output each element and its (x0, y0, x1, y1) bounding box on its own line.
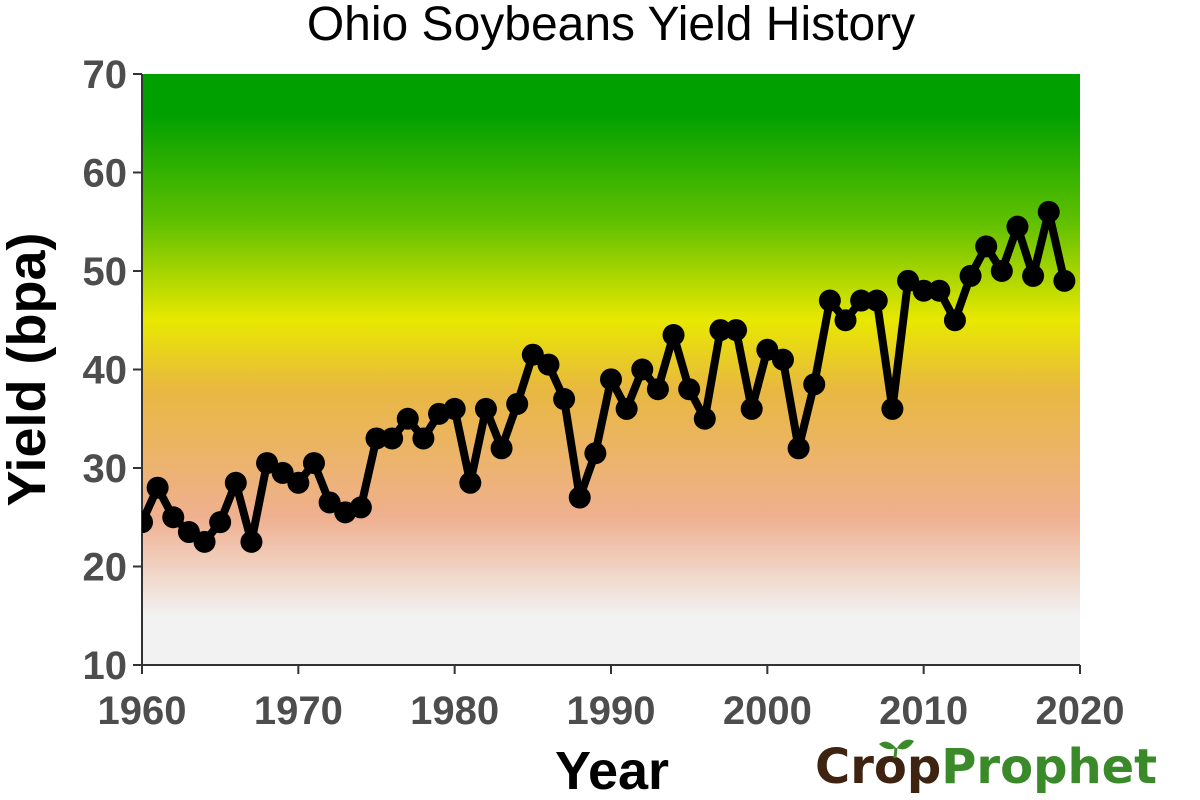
data-point (193, 530, 216, 553)
data-point (1006, 215, 1029, 238)
x-tick-label: 1960 (98, 689, 187, 733)
data-point (209, 511, 232, 534)
data-point (897, 269, 920, 292)
logo-text-prophet: Prophet (941, 739, 1157, 795)
y-tick-label: 30 (83, 447, 128, 491)
data-point (459, 471, 482, 494)
data-point (725, 319, 748, 342)
data-point (224, 471, 247, 494)
x-tick-label: 2000 (723, 689, 812, 733)
data-point (271, 461, 294, 484)
data-point (787, 437, 810, 460)
data-point (818, 289, 841, 312)
x-tick-label: 2020 (1036, 689, 1125, 733)
data-point (142, 511, 153, 534)
data-point (631, 358, 654, 381)
data-point (709, 319, 732, 342)
data-point (381, 427, 404, 450)
data-point (537, 353, 560, 376)
data-point (474, 397, 497, 420)
chart-title: Ohio Soybeans Yield History (307, 0, 915, 51)
data-point (1037, 200, 1060, 223)
data-point (912, 279, 935, 302)
x-tick-label: 1990 (567, 689, 656, 733)
data-point (365, 427, 388, 450)
data-point (146, 476, 169, 499)
data-point (1022, 264, 1045, 287)
data-point (615, 397, 638, 420)
data-point (693, 407, 716, 430)
data-point (302, 452, 325, 475)
svg-text:CropProphet: CropProphet (815, 739, 1157, 795)
data-point (662, 324, 685, 347)
y-tick-label: 10 (83, 644, 128, 688)
data-point (756, 338, 779, 361)
x-tick-label: 1980 (410, 689, 499, 733)
data-point (1053, 269, 1076, 292)
data-point (646, 378, 669, 401)
logo-text-p: p (907, 739, 941, 795)
sprout-leaf-left-icon (879, 741, 896, 750)
data-point (177, 521, 200, 544)
axes: 10 20 30 40 50 60 70 1960 1970 1980 1990 2000 2010 20… (83, 53, 1125, 733)
sprout-leaf-right-icon (897, 739, 914, 750)
data-point (412, 427, 435, 450)
x-tick-label: 1970 (254, 689, 343, 733)
sprout-stem-icon (893, 747, 898, 759)
data-point (256, 452, 279, 475)
data-point (678, 378, 701, 401)
x-tick-label: 2010 (879, 689, 968, 733)
data-point (349, 496, 372, 519)
cropprophet-logo: CropProphet (815, 739, 1157, 795)
data-point (568, 486, 591, 509)
data-point (506, 392, 529, 415)
x-axis-title: Year (555, 741, 669, 800)
data-point (850, 289, 873, 312)
y-tick-label: 50 (83, 250, 128, 294)
logo-text-crop: Cr (815, 739, 874, 795)
data-point (396, 407, 419, 430)
y-tick-label: 60 (83, 152, 128, 196)
data-point (287, 471, 310, 494)
y-tick-label: 70 (83, 53, 128, 97)
data-point (834, 309, 857, 332)
data-point (443, 397, 466, 420)
data-point (943, 309, 966, 332)
data-point (881, 397, 904, 420)
data-point (600, 368, 622, 391)
data-point (928, 279, 951, 302)
data-point (975, 235, 998, 258)
data-point (162, 506, 185, 529)
data-point (318, 491, 341, 514)
data-point (803, 373, 826, 396)
data-point (240, 530, 263, 553)
data-point (740, 397, 763, 420)
y-tick-label: 20 (83, 546, 128, 590)
data-point (521, 343, 544, 366)
y-axis-title: Yield (bpa) (0, 232, 57, 506)
series-layer (142, 200, 1076, 553)
data-point (990, 260, 1013, 282)
data-point (553, 388, 576, 411)
data-point (959, 264, 982, 287)
data-point (865, 289, 888, 312)
data-point (490, 437, 513, 460)
y-tick-label: 40 (83, 349, 128, 393)
data-point (771, 348, 794, 371)
data-point (584, 442, 607, 465)
